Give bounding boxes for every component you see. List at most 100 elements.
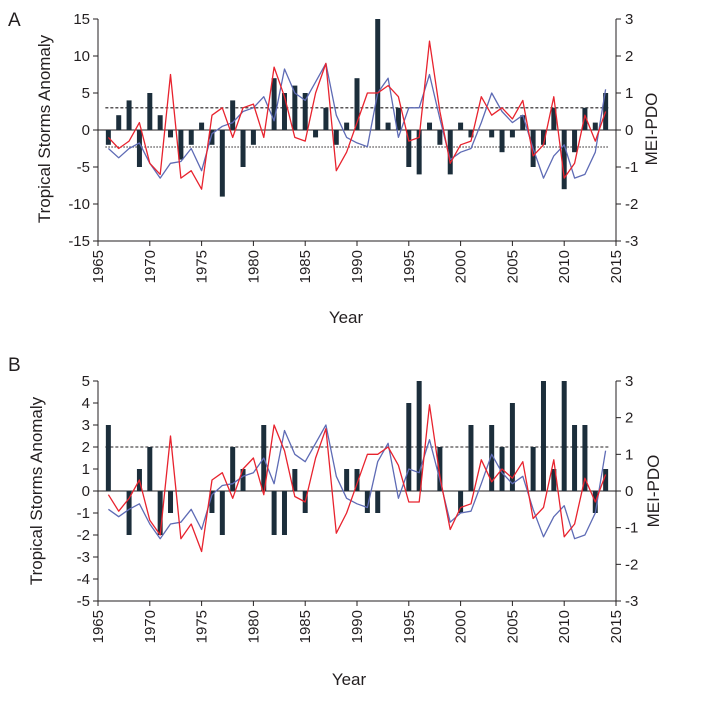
panel-b-x-tick-label: 1990 xyxy=(349,610,366,643)
panel-a-bar-1992 xyxy=(375,19,381,130)
panel-b-x-tick-label: 1975 xyxy=(194,610,211,643)
panel-a-y2-tick-label: 1 xyxy=(625,85,633,102)
panel-a-y-tick-label: -5 xyxy=(77,159,90,176)
panel-a-bar-1982 xyxy=(271,78,277,130)
panel-b-x-tick-label: 1965 xyxy=(90,610,107,643)
panel-b-bar-2012 xyxy=(582,425,588,491)
panel-a-bar-1979 xyxy=(240,130,246,167)
panel-a-bar-1990 xyxy=(354,78,360,130)
panel-a-x-tick-label: 1980 xyxy=(245,250,262,283)
panel-b-bar-1983 xyxy=(281,491,287,535)
panel-a-y2-tick-label: -2 xyxy=(625,196,638,213)
panel-b-bar-2005 xyxy=(509,403,515,491)
panel-a-y2-axis-label: MEI-PDO xyxy=(642,93,661,166)
panel-a-bar-1971 xyxy=(157,115,163,130)
panel-a-bar-2010 xyxy=(561,130,567,190)
panel-b-y-tick-label: -5 xyxy=(77,593,90,610)
panel-a-x-tick-label: 2010 xyxy=(556,250,573,283)
panel-b-y2-tick-label: 3 xyxy=(625,373,633,390)
panel-a-bar-1974 xyxy=(188,130,194,145)
panel-b-y2-tick-label: 1 xyxy=(625,446,633,463)
panel-a-y-axis-label: Tropical Storms Anomaly xyxy=(35,34,54,223)
panel-a-letter: A xyxy=(8,10,21,31)
panel-b-x-tick-label: 2015 xyxy=(608,610,625,643)
panel-a-bar-1977 xyxy=(219,130,225,197)
panel-b-pdo-line xyxy=(108,424,607,540)
panel-a-bar-1967 xyxy=(116,115,122,130)
panel-b-y-tick-label: 2 xyxy=(82,439,90,456)
panel-a-y-tick-label: 5 xyxy=(82,85,90,102)
panel-a-bar-2005 xyxy=(509,130,515,138)
panel-a-bar-2003 xyxy=(489,130,495,138)
panel-b-x-tick-label: 1995 xyxy=(401,610,418,643)
panel-b-letter: B xyxy=(8,355,21,376)
panel-b-x-tick-label: 2010 xyxy=(556,610,573,643)
panel-b-bar-2011 xyxy=(572,425,578,491)
panel-a-bar-1988 xyxy=(333,130,339,145)
panel-b-bar-1982 xyxy=(271,491,277,535)
panel-b-bar-1972 xyxy=(168,491,174,513)
panel-a-bar-1999 xyxy=(447,130,453,175)
panel-a: A Tropical Storms Anomaly MEI-PDO Year 1… xyxy=(8,10,661,327)
panel-b-bar-2009 xyxy=(551,469,557,491)
panel-a-bar-2001 xyxy=(468,130,474,138)
panel-b-bar-1996 xyxy=(416,381,422,491)
panel-a-bar-2008 xyxy=(540,130,546,145)
panel-a-y2-tick-label: 2 xyxy=(625,48,633,65)
panel-b-bar-1971 xyxy=(157,491,163,535)
panel-a-bar-1975 xyxy=(199,122,205,130)
panel-b: B Tropical Storms Anomaly MEI-PDO Year 5… xyxy=(8,355,663,689)
panel-a-bar-2013 xyxy=(592,122,598,130)
panel-b-bar-1992 xyxy=(375,491,381,513)
panel-b-y-tick-label: 5 xyxy=(82,373,90,390)
panel-b-bar-1998 xyxy=(437,447,443,491)
panel-a-x-tick-label: 2015 xyxy=(608,250,625,283)
panel-a-bar-2000 xyxy=(458,122,464,130)
panel-a-y2-tick-label: -1 xyxy=(625,159,638,176)
panel-b-bar-2001 xyxy=(468,425,474,491)
panel-a-bar-1966 xyxy=(105,130,111,145)
panel-a-bar-1985 xyxy=(302,93,308,130)
panel-a-y-tick-label: 0 xyxy=(82,122,90,139)
panel-a-x-tick-label: 1965 xyxy=(90,250,107,283)
panel-b-y-tick-label: -1 xyxy=(77,505,90,522)
panel-b-bar-1976 xyxy=(209,491,215,513)
panel-a-bar-1997 xyxy=(427,122,433,130)
panel-a-x-tick-label: 1975 xyxy=(194,250,211,283)
panel-a-bar-1976 xyxy=(209,130,215,145)
panel-b-bar-1989 xyxy=(344,469,350,491)
panel-a-bar-2012 xyxy=(582,107,588,130)
panel-b-y-tick-label: -2 xyxy=(77,527,90,544)
panel-a-bar-1970 xyxy=(147,93,153,130)
panel-a-bar-1993 xyxy=(385,122,391,130)
panel-b-x-tick-label: 1980 xyxy=(245,610,262,643)
panel-a-y2-tick-label: 3 xyxy=(625,11,633,28)
panel-a-bar-2011 xyxy=(572,130,578,153)
panel-a-bar-2004 xyxy=(499,130,505,153)
panel-a-bar-1986 xyxy=(313,130,319,138)
panel-a-bar-1995 xyxy=(406,130,412,167)
panel-a-bar-1978 xyxy=(230,100,236,130)
panel-a-bar-1994 xyxy=(395,107,401,130)
panel-b-bar-2003 xyxy=(489,425,495,491)
panel-a-y-tick-label: -15 xyxy=(68,233,90,250)
panel-b-y-tick-label: 0 xyxy=(82,483,90,500)
panel-a-bar-1973 xyxy=(178,130,184,160)
panel-a-y-tick-label: 10 xyxy=(73,48,90,65)
panel-a-y-tick-label: -10 xyxy=(68,196,90,213)
panel-b-y-tick-label: 1 xyxy=(82,461,90,478)
panel-b-y2-tick-label: -3 xyxy=(625,593,638,610)
panel-b-y2-axis-label: MEI-PDO xyxy=(644,455,663,528)
panel-b-x-tick-label: 1985 xyxy=(297,610,314,643)
panel-b-y-tick-label: 3 xyxy=(82,417,90,434)
panel-a-y2-tick-label: 0 xyxy=(625,122,633,139)
panel-b-bar-2014 xyxy=(603,469,609,491)
panel-b-y-axis-label: Tropical Storms Anomaly xyxy=(27,396,46,585)
panel-a-bar-2006 xyxy=(520,115,526,130)
panel-b-bar-2010 xyxy=(561,381,567,491)
panel-a-pdo-line xyxy=(107,62,607,179)
panel-a-x-tick-label: 1990 xyxy=(349,250,366,283)
panel-b-bar-1991 xyxy=(364,491,370,513)
panel-b-bar-1977 xyxy=(219,491,225,535)
